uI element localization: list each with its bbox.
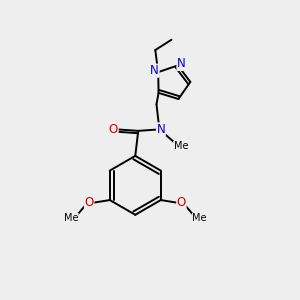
Text: O: O: [109, 123, 118, 136]
Text: N: N: [150, 64, 159, 77]
Text: N: N: [177, 57, 186, 70]
Text: O: O: [177, 196, 186, 209]
Text: Me: Me: [174, 142, 188, 152]
Text: O: O: [85, 196, 94, 209]
Text: Me: Me: [192, 213, 207, 223]
Text: N: N: [157, 123, 165, 136]
Text: Me: Me: [64, 213, 78, 223]
